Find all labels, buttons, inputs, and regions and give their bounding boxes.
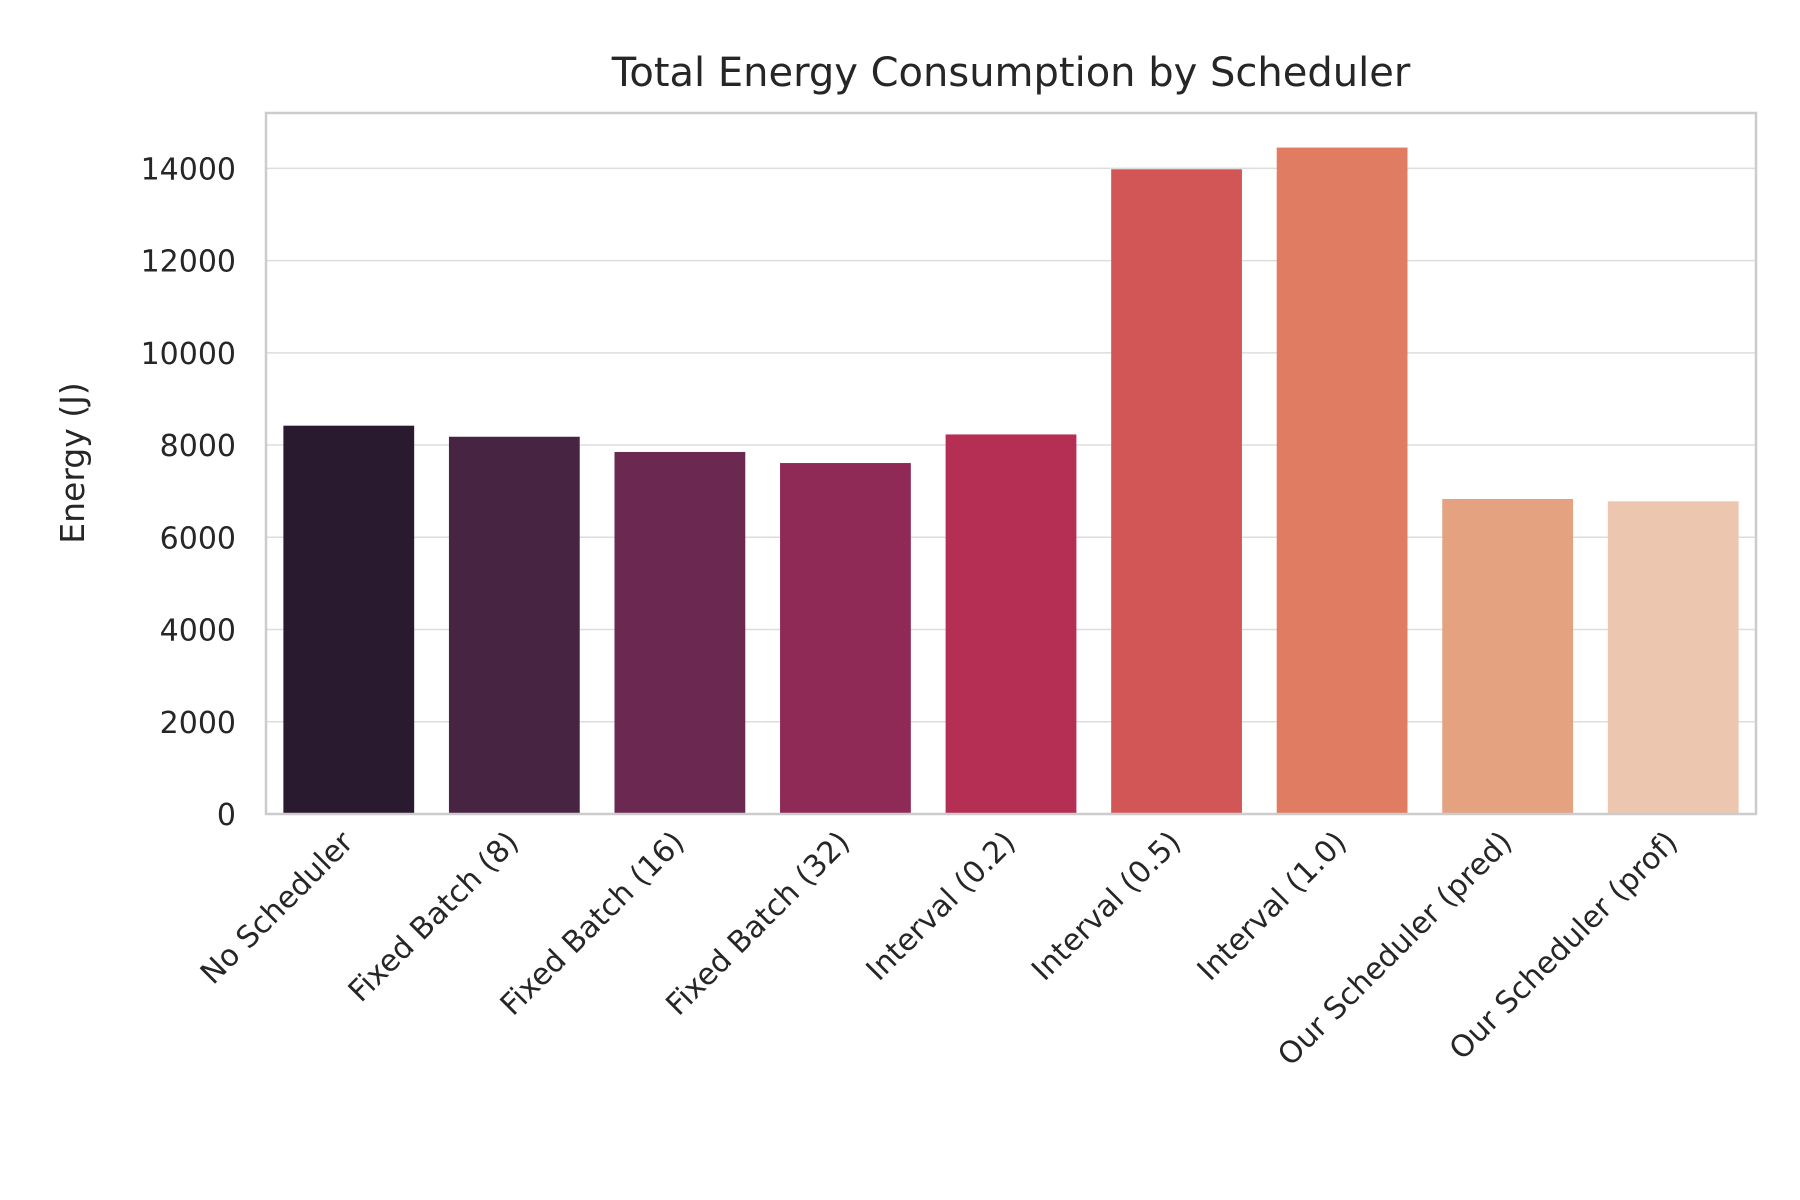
chart-title: Total Energy Consumption by Scheduler [611, 50, 1411, 96]
bar [945, 434, 1077, 814]
bar [1111, 169, 1242, 815]
bars [283, 147, 1739, 815]
y-tick-label: 12000 [141, 245, 236, 280]
y-tick-label: 0 [217, 798, 236, 833]
y-tick-label: 2000 [160, 706, 236, 741]
plot-frame [264, 111, 1758, 816]
y-tick-label: 14000 [141, 152, 236, 187]
bar [614, 451, 746, 814]
y-axis-label: Energy (J) [53, 382, 92, 544]
bar [1442, 499, 1574, 814]
bar [448, 436, 580, 814]
bar [780, 463, 911, 814]
y-tick-label: 8000 [160, 429, 236, 464]
bar [1607, 501, 1739, 814]
y-tick-label: 10000 [141, 337, 236, 372]
y-tick-label: 6000 [160, 521, 236, 556]
bar [1276, 147, 1408, 815]
y-tick-label: 4000 [160, 614, 236, 649]
y-tick-labels: 0 2000 4000 6000 8000 10000 12000 14000 [141, 152, 236, 833]
bar [283, 425, 415, 814]
